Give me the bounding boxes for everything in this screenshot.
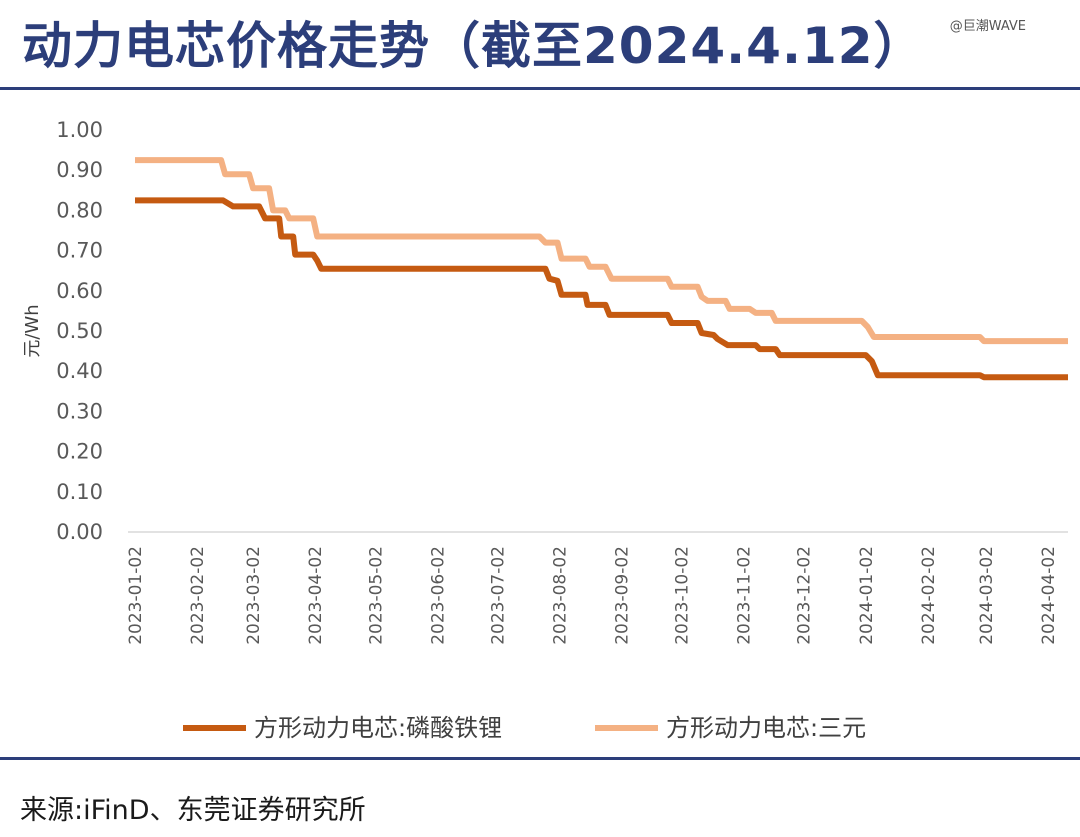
- y-tick-label: 0.10: [56, 480, 103, 504]
- y-tick-label: 0.90: [56, 158, 103, 182]
- x-tick-label: 2023-07-02: [488, 546, 508, 645]
- x-axis-ticks: 2023-01-02 2023-02-02 2023-03-02 2023-04-02…: [126, 546, 1059, 645]
- x-tick-label: 2024-01-02: [857, 546, 877, 645]
- x-tick-label: 2023-10-02: [673, 546, 693, 645]
- footer-divider: [0, 757, 1080, 760]
- y-tick-label: 0.00: [56, 520, 103, 544]
- legend-label-ternary: 方形动力电芯:三元: [666, 714, 866, 742]
- watermark: @巨潮WAVE: [949, 19, 1026, 34]
- y-tick-label: 0.80: [56, 198, 103, 222]
- y-axis-ticks: 0.00 0.10 0.20 0.30 0.40 0.50 0.60 0.70 0.80 0.90…: [56, 118, 103, 544]
- series-lines: [135, 157, 1068, 381]
- x-tick-label: 2023-03-02: [244, 546, 264, 645]
- y-tick-label: 0.70: [56, 239, 103, 263]
- x-tick-label: 2023-09-02: [613, 546, 633, 645]
- series-line-ternary: [135, 157, 1068, 345]
- title-divider: [0, 87, 1080, 90]
- page-title: 动力电芯价格走势（截至2024.4.12）: [22, 17, 925, 75]
- x-tick-label: 2023-02-02: [188, 546, 208, 645]
- legend-label-lfp: 方形动力电芯:磷酸铁锂: [254, 714, 502, 742]
- chart-legend: 方形动力电芯:磷酸铁锂 方形动力电芯:三元: [183, 714, 866, 742]
- price-line-chart: 0.00 0.10 0.20 0.30 0.40 0.50 0.60 0.70 0.80 0.90…: [22, 118, 1068, 742]
- y-axis-label: 元/Wh: [22, 304, 43, 357]
- x-tick-label: 2023-11-02: [735, 546, 755, 645]
- x-tick-label: 2023-06-02: [428, 546, 448, 645]
- series-line-lfp: [135, 197, 1068, 381]
- y-tick-label: 0.20: [56, 440, 103, 464]
- y-tick-label: 0.60: [56, 279, 103, 303]
- y-tick-label: 0.30: [56, 399, 103, 423]
- x-tick-label: 2023-01-02: [126, 546, 146, 645]
- y-tick-label: 1.00: [56, 118, 103, 142]
- source-note: 来源:iFinD、东莞证券研究所: [20, 795, 366, 826]
- x-tick-label: 2024-03-02: [977, 546, 997, 645]
- x-tick-label: 2023-05-02: [366, 546, 386, 645]
- x-tick-label: 2023-08-02: [550, 546, 570, 645]
- x-tick-label: 2023-12-02: [795, 546, 815, 645]
- x-tick-label: 2024-02-02: [919, 546, 939, 645]
- x-tick-label: 2024-04-02: [1039, 546, 1059, 645]
- y-tick-label: 0.40: [56, 359, 103, 383]
- y-tick-label: 0.50: [56, 319, 103, 343]
- x-tick-label: 2023-04-02: [306, 546, 326, 645]
